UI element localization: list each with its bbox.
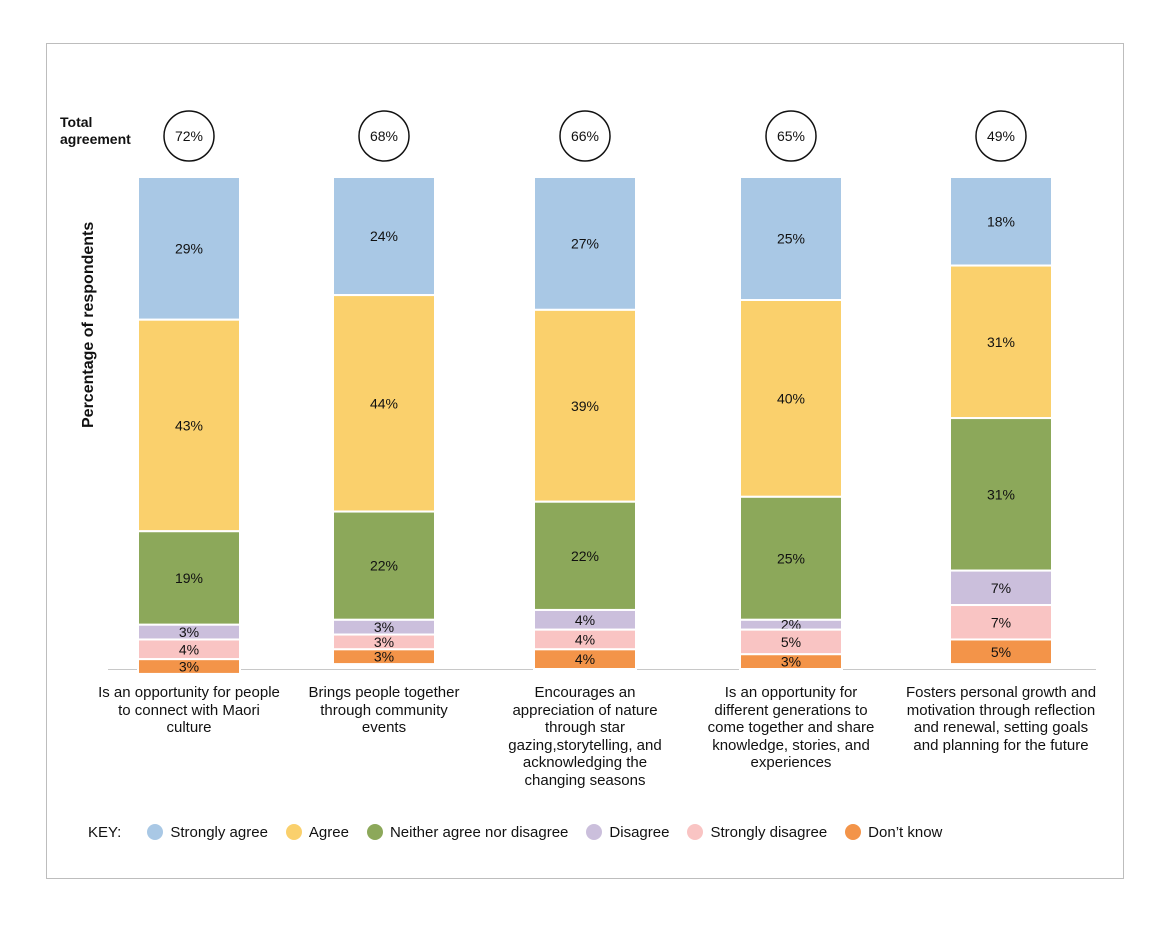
total-agreement-value: 66%	[571, 128, 599, 144]
data-label: 24%	[370, 228, 398, 244]
legend-label: Strongly agree	[170, 823, 268, 841]
data-label: 31%	[987, 334, 1015, 350]
legend-swatch	[586, 824, 603, 840]
bar-segment-don-t-know	[137, 658, 241, 675]
data-label: 43%	[175, 417, 203, 433]
data-label: 3%	[179, 624, 199, 640]
category-label: Fosters personal growth and motivation t…	[905, 684, 1097, 754]
legend-item: Strongly agree	[147, 824, 268, 841]
data-label: 40%	[777, 390, 805, 406]
bar-segment-agree	[739, 299, 843, 498]
total-agreement-value: 65%	[777, 128, 805, 144]
bar-segment-strongly-agree	[332, 176, 436, 297]
total-agreement-circle	[559, 110, 611, 162]
total-agreement-circle	[765, 110, 817, 162]
data-label: 3%	[374, 634, 394, 650]
total-agreement-circle	[975, 110, 1027, 162]
total-agreement-value: 49%	[987, 128, 1015, 144]
data-label: 29%	[175, 240, 203, 256]
data-label: 25%	[777, 231, 805, 247]
legend-label: Neither agree nor disagree	[389, 823, 569, 841]
bar-segment-agree	[137, 318, 241, 533]
data-label: 22%	[571, 548, 599, 564]
legend-swatch	[285, 824, 302, 840]
legend-label: Strongly disagree	[710, 823, 828, 841]
total-agreement-value: 68%	[370, 128, 398, 144]
legend-swatch	[147, 824, 164, 840]
bar-segment-strongly-agree	[739, 176, 843, 301]
data-label: 44%	[370, 395, 398, 411]
data-label: 22%	[370, 558, 398, 574]
legend-item: Strongly disagree	[687, 824, 827, 841]
legend-title: KEY:	[88, 823, 122, 841]
legend-item: Don’t know	[845, 824, 942, 841]
data-label: 19%	[175, 570, 203, 586]
bar-segment-strongly-disagree	[949, 604, 1053, 641]
data-label: 3%	[179, 659, 199, 675]
data-label: 5%	[781, 634, 801, 650]
bar-segment-agree	[949, 264, 1053, 420]
chart-frame	[46, 43, 1124, 879]
data-label: 27%	[571, 235, 599, 251]
total-agreement-circle	[163, 110, 215, 162]
bar-segment-neither-agree-nor-disagree	[332, 510, 436, 621]
category-label: Brings people together through community…	[308, 684, 460, 736]
category-label: Is an opportunity for different generati…	[707, 684, 875, 771]
y-axis-label: Percentage of respondents	[80, 221, 97, 428]
bar-segment-strongly-agree	[137, 176, 241, 321]
legend: KEY: Strongly agree Agree Neither agree no…	[88, 820, 960, 844]
total-agreement-label: Total agreement	[60, 114, 131, 147]
data-label: 18%	[987, 213, 1015, 229]
total-agreement-value: 72%	[175, 128, 203, 144]
data-label: 4%	[179, 641, 199, 657]
legend-item: Agree	[285, 823, 349, 841]
bar-segment-neither-agree-nor-disagree	[739, 495, 843, 621]
legend-label: Agree	[308, 823, 349, 841]
data-label: 39%	[571, 398, 599, 414]
legend-label: Disagree	[609, 823, 670, 841]
bar-segment-strongly-agree	[533, 176, 637, 311]
bar-segment-neither-agree-nor-disagree	[137, 530, 241, 626]
legend-item: Disagree	[586, 824, 669, 841]
data-label: 3%	[374, 649, 394, 665]
bar-segment-agree	[533, 308, 637, 503]
legend-swatch	[687, 824, 704, 840]
legend-swatch	[366, 824, 383, 840]
data-label: 31%	[987, 486, 1015, 502]
data-label: 3%	[374, 619, 394, 635]
bar-segment-don-t-know	[739, 653, 843, 670]
data-label: 4%	[575, 651, 595, 667]
data-label: 25%	[777, 550, 805, 566]
data-label: 7%	[991, 580, 1011, 596]
legend-swatch	[845, 824, 862, 840]
data-label: 3%	[781, 654, 801, 670]
bar-segment-neither-agree-nor-disagree	[949, 417, 1053, 572]
bar-segment-don-t-know	[332, 648, 436, 666]
data-label: 5%	[991, 644, 1011, 660]
data-label: 4%	[575, 612, 595, 628]
data-label: 4%	[575, 631, 595, 647]
category-label: Is an opportunity for people to connect …	[98, 684, 280, 736]
bar-segment-don-t-know	[533, 648, 637, 671]
category-label: Encourages an appreciation of nature thr…	[508, 684, 662, 789]
legend-label: Don’t know	[868, 823, 943, 841]
bar-segment-neither-agree-nor-disagree	[533, 500, 637, 611]
legend-item: Neither agree nor disagree	[366, 823, 569, 841]
data-label: 7%	[991, 614, 1011, 630]
total-agreement-circle	[358, 110, 410, 162]
bar-segment-agree	[332, 294, 436, 513]
bar-segment-don-t-know	[949, 638, 1053, 666]
